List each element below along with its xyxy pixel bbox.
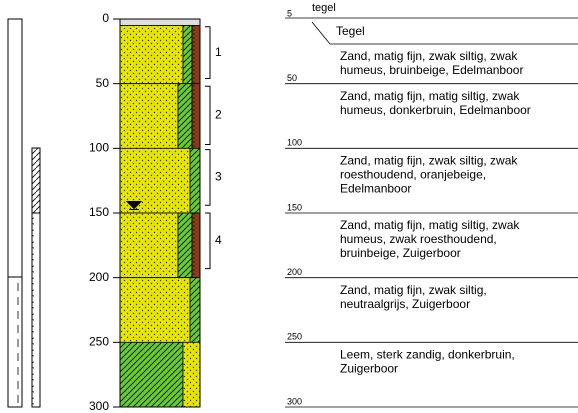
layer-fill	[120, 278, 190, 343]
layer-description: Zand, matig fijn, zwak siltig, zwak	[340, 154, 518, 168]
layer-description: neutraalgrijs, Zuigerboor	[340, 297, 470, 311]
tick-label: 250	[89, 335, 109, 349]
layer-fill	[192, 25, 200, 83]
tick-label: 50	[96, 76, 110, 90]
layer-fill	[120, 25, 183, 83]
depth-label: 200	[287, 267, 302, 277]
sample-bracket	[205, 213, 210, 269]
tick-label: 150	[89, 205, 109, 219]
sample-bracket	[205, 86, 210, 144]
tick-label: 100	[89, 141, 109, 155]
tick-label: 300	[89, 399, 109, 413]
layer-description: humeus, donkerbruin, Edelmanboor	[340, 103, 531, 117]
leader-line	[285, 18, 578, 44]
layer-description: humeus, bruinbeige, Edelmanboor	[340, 63, 523, 77]
layer-description: Zand, matig fijn, matig siltig, zwak	[340, 218, 520, 232]
sample-bracket	[205, 150, 210, 206]
layer-description: Zand, matig fijn, zwak siltig, zwak	[340, 49, 518, 63]
layer-fill	[178, 84, 192, 149]
layer-fill	[120, 84, 178, 149]
layer-description: Zand, matig fijn, zwak siltig,	[340, 283, 487, 297]
layer-description: Zand, matig fijn, matig siltig, zwak	[340, 89, 520, 103]
sample-label: 2	[215, 108, 222, 122]
layer-fill	[120, 213, 178, 278]
layer-fill	[120, 19, 200, 25]
layer-description: Edelmanboor	[340, 182, 411, 196]
depth-label: 5	[287, 8, 292, 18]
depth-label: 50	[287, 73, 297, 83]
depth-label: 100	[287, 138, 302, 148]
layer-description: bruinbeige, Zuigerboor	[340, 246, 461, 260]
tick-label: 200	[89, 270, 109, 284]
sample-bracket	[205, 27, 210, 79]
depth-label: 250	[287, 332, 302, 342]
tick-label: 0	[102, 11, 109, 25]
surface-label: tegel	[312, 2, 336, 14]
layer-description: Zuigerboor	[340, 362, 398, 376]
depth-label: 300	[287, 396, 302, 406]
layer-description: roesthoudend, oranjebeige,	[340, 168, 486, 182]
layer-fill	[183, 25, 192, 83]
layer-fill	[120, 342, 183, 407]
borehole-log: tegel 5 Tegel 50 Zand, matig fijn, zwak sil…	[0, 0, 578, 413]
layer-description: Leem, sterk zandig, donkerbruin,	[340, 348, 515, 362]
layer-fill	[190, 278, 200, 343]
layer-description: humeus, zwak roesthoudend,	[340, 232, 497, 246]
layer-fill	[192, 213, 200, 278]
layer-description: Tegel	[336, 24, 365, 38]
casing-column	[8, 19, 40, 407]
layer-fill	[192, 84, 200, 149]
layer-fill	[183, 342, 200, 407]
depth-label: 150	[287, 202, 302, 212]
sample-label: 1	[215, 45, 222, 59]
sample-label: 4	[215, 233, 222, 247]
layer-fill	[190, 148, 200, 213]
layer-fill	[178, 213, 192, 278]
sample-label: 3	[215, 170, 222, 184]
